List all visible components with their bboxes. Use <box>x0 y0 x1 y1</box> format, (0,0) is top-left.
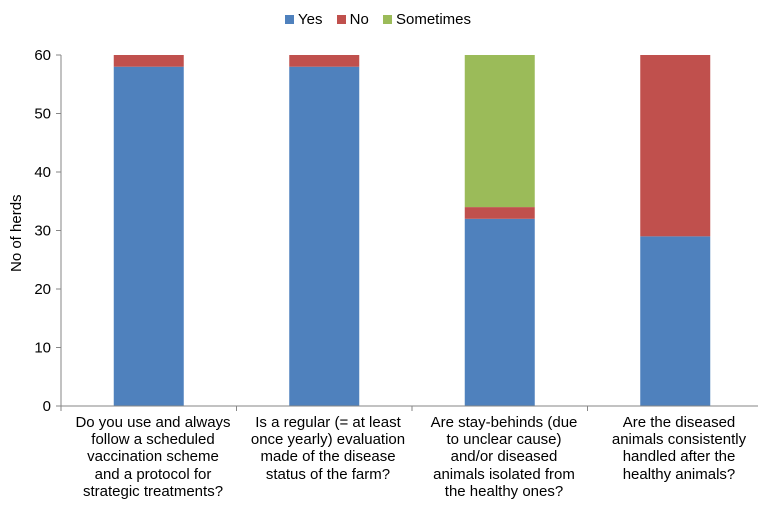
legend-label-yes: Yes <box>297 11 323 28</box>
category-label-4: Are the diseased animals consistently ha… <box>611 414 747 483</box>
legend-swatch-sometimes <box>382 15 392 24</box>
y-tick-label-30: 30 <box>34 223 51 240</box>
y-tick-label-60: 60 <box>34 47 51 64</box>
legend-swatch-no <box>336 15 346 24</box>
y-tick-label-40: 40 <box>34 164 51 181</box>
legend-label-sometimes: Sometimes <box>395 11 472 28</box>
category-label-2: Is a regular (= at least once yearly) ev… <box>250 414 406 483</box>
bar-sometimes-3 <box>464 55 535 208</box>
legend-swatch-yes <box>284 15 294 24</box>
bar-yes-4 <box>640 236 711 406</box>
y-tick-label-20: 20 <box>34 281 51 298</box>
bar-yes-2 <box>289 66 360 406</box>
legend-item-yes: Yes <box>284 11 323 28</box>
legend: Yes No Sometimes <box>0 11 758 28</box>
legend-item-no: No <box>336 11 369 28</box>
category-label-3: Are stay-behinds (due to unclear cause) … <box>430 414 578 500</box>
legend-label-no: No <box>349 11 369 28</box>
bar-no-4 <box>640 55 711 237</box>
legend-item-sometimes: Sometimes <box>382 11 472 28</box>
bar-yes-3 <box>464 218 535 406</box>
y-tick-label-50: 50 <box>34 106 51 123</box>
category-label-1: Do you use and always follow a scheduled… <box>75 414 231 500</box>
bar-yes-1 <box>113 66 184 406</box>
bar-no-1 <box>113 55 184 67</box>
bar-no-3 <box>464 207 535 219</box>
bar-no-2 <box>289 55 360 67</box>
y-tick-label-0: 0 <box>43 398 51 415</box>
y-tick-label-10: 10 <box>34 340 51 357</box>
